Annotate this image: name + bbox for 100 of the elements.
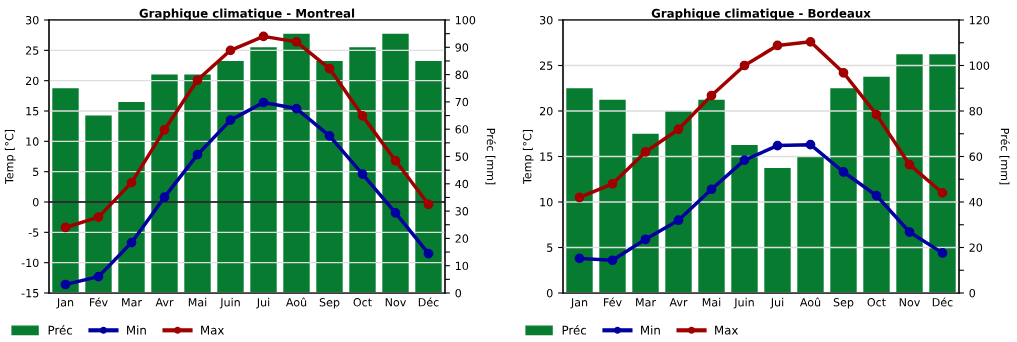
x-tick-label: Aoû — [799, 297, 821, 307]
point — [390, 208, 401, 218]
y2-tick-label: 100 — [455, 15, 476, 25]
y-tick-label: 5 — [547, 243, 553, 252]
y-tick-label: 30 — [539, 15, 553, 25]
bar — [382, 33, 409, 293]
point — [258, 31, 269, 42]
bar — [349, 47, 376, 293]
x-tick-label: Jui — [770, 297, 784, 309]
y-tick-label: 20 — [539, 106, 553, 116]
y-tick-label: -15 — [21, 289, 39, 298]
y-tick-label: 30 — [25, 15, 39, 25]
y-tick-label: 10 — [540, 197, 553, 207]
point — [673, 124, 684, 135]
point — [772, 40, 783, 51]
point — [390, 155, 401, 166]
y2-tick-label: 60 — [969, 152, 983, 161]
point — [126, 237, 137, 248]
point — [871, 109, 882, 120]
x-tick-label: Juin — [219, 297, 240, 309]
point — [423, 199, 434, 210]
y2-tick-label: 0 — [969, 288, 976, 298]
bar — [698, 99, 725, 293]
point — [706, 184, 717, 195]
point — [291, 103, 302, 114]
x-tick-label: Jan — [56, 298, 74, 309]
x-tick-label: Nov — [899, 298, 921, 307]
point — [93, 212, 104, 223]
point — [574, 253, 585, 264]
point — [60, 222, 71, 233]
x-tick-label: Nov — [385, 298, 407, 307]
x-tick-label: Déc — [418, 297, 439, 307]
bar — [151, 74, 178, 293]
x-tick-label: Mar — [636, 298, 656, 307]
x-tick-label: Sep — [319, 298, 340, 309]
point — [904, 227, 915, 237]
bar — [896, 54, 923, 293]
x-tick-label: Mai — [702, 297, 721, 307]
bar — [184, 74, 211, 293]
point — [192, 75, 203, 85]
point — [772, 140, 783, 151]
point — [93, 271, 104, 282]
point — [291, 36, 302, 47]
bar — [217, 60, 244, 293]
y2-tick-label: 40 — [455, 179, 469, 189]
point — [324, 63, 335, 74]
y2-tick-label: 0 — [455, 288, 462, 298]
y2-tick-label: 100 — [969, 61, 990, 70]
point — [937, 248, 948, 258]
x-tick-label: Jan — [570, 298, 588, 309]
bar — [599, 99, 626, 293]
legend-label: Max — [201, 325, 224, 335]
point — [904, 159, 915, 170]
point — [607, 178, 618, 189]
point — [640, 234, 651, 245]
legend-label: Préc — [562, 324, 587, 335]
bar — [118, 101, 145, 293]
y-tick-label: 0 — [546, 288, 553, 298]
legend-label: Min — [641, 325, 660, 335]
point — [423, 248, 434, 259]
y2-axis-title: Préc [mm] — [485, 128, 496, 185]
point — [258, 97, 269, 108]
y-axis-title: Temp [°C] — [4, 129, 16, 185]
x-tick-label: Avr — [669, 298, 688, 307]
legend-label: Max — [715, 325, 738, 335]
x-tick-label: Jui — [256, 297, 270, 309]
bar — [764, 167, 791, 293]
bar — [415, 60, 442, 293]
point — [324, 131, 335, 141]
point — [838, 67, 849, 78]
y-tick-label: -5 — [28, 228, 39, 237]
y-tick-label: 15 — [26, 107, 39, 116]
legend-label: Min — [127, 325, 146, 335]
point — [574, 192, 585, 203]
point — [225, 115, 236, 125]
y2-tick-label: 70 — [455, 97, 469, 107]
point — [607, 255, 618, 266]
point — [937, 188, 948, 198]
point — [739, 60, 750, 71]
bar — [731, 145, 758, 293]
y-tick-label: 10 — [26, 137, 39, 146]
chart-title: Graphique climatique - Montreal — [139, 8, 355, 20]
y-axis-title: Temp [°C] — [522, 129, 534, 185]
y2-tick-label: 80 — [969, 106, 983, 116]
bar — [797, 156, 824, 293]
y2-tick-label: 10 — [455, 261, 469, 271]
y2-tick-label: 80 — [455, 70, 469, 79]
bar — [665, 111, 692, 293]
x-tick-label: Avr — [155, 298, 174, 307]
point — [159, 192, 170, 203]
y-tick-label: 25 — [25, 46, 39, 55]
y-tick-label: 20 — [25, 76, 39, 86]
y2-tick-label: 30 — [455, 207, 469, 216]
bar — [632, 133, 659, 293]
y-tick-label: 0 — [32, 197, 39, 207]
point — [871, 190, 882, 201]
bar — [863, 76, 890, 293]
y2-tick-label: 20 — [455, 234, 469, 243]
bar — [929, 54, 956, 293]
y2-tick-label: 120 — [969, 15, 990, 25]
